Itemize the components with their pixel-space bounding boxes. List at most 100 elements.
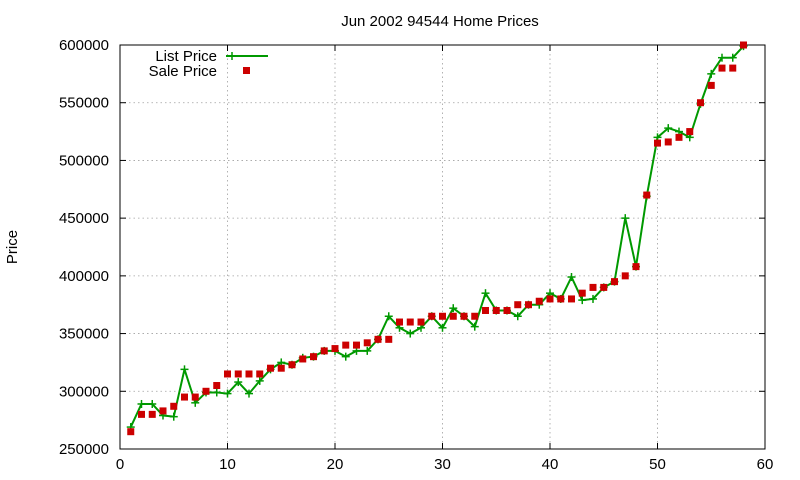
sale-price-point [557, 295, 565, 303]
sale-price-point [299, 355, 307, 363]
list-price-point [223, 389, 232, 398]
list-price-point [438, 323, 447, 332]
sale-price-point [643, 191, 651, 199]
sale-price-point [460, 312, 468, 320]
y-tick-label: 450000 [59, 210, 109, 227]
list-price-point [180, 365, 189, 374]
sale-price-point [675, 133, 683, 141]
sale-price-point [621, 272, 629, 280]
list-price-point [363, 346, 372, 355]
sale-price-point [525, 301, 532, 309]
plot-frame [119, 44, 766, 450]
list-price-point [481, 289, 490, 298]
sale-price-point [740, 41, 747, 49]
sale-price-point [492, 306, 500, 314]
list-price-point [169, 412, 178, 421]
y-axis-label: Price [4, 230, 21, 264]
x-tick-label: 60 [757, 456, 774, 473]
chart-title: Jun 2002 94544 Home Prices [341, 13, 539, 30]
x-tick-label: 50 [649, 456, 666, 473]
x-tick-label: 0 [116, 456, 124, 473]
list-price-point [406, 329, 415, 338]
sale-price-point [363, 339, 371, 347]
x-tick-label: 40 [542, 456, 559, 473]
y-tick-label: 250000 [59, 441, 109, 458]
sale-price-point [213, 382, 221, 390]
sale-price-point [353, 341, 360, 349]
tick-labels: 0 10 20 30 40 50 60 250000 300000 350000 400000 450… [59, 37, 773, 473]
sale-price-point [503, 306, 511, 314]
list-price-point [664, 124, 673, 133]
sale-price-point [417, 318, 425, 326]
x-tick-label: 20 [327, 456, 344, 473]
legend-plus [228, 52, 236, 60]
sale-price-point [686, 128, 694, 136]
legend: List Price Sale Price [149, 48, 268, 80]
series [126, 41, 748, 436]
sale-price-point [234, 370, 242, 378]
sale-price-point [578, 289, 586, 297]
sale-price-point [697, 99, 704, 107]
list-price-point [589, 294, 597, 303]
sale-price-point [428, 312, 436, 320]
legend-label-list-price: List Price [155, 48, 217, 65]
list-price-point [148, 399, 157, 408]
legend-list-price-marker [228, 52, 236, 60]
sale-price-point [707, 81, 715, 89]
sale-price-point [148, 410, 156, 418]
list-price-point [137, 399, 146, 408]
list-price-point [578, 296, 587, 305]
sale-price-point [288, 361, 296, 369]
list-price-point [567, 273, 576, 282]
list-price-point [384, 312, 393, 321]
sale-price-point [245, 370, 253, 378]
sale-price-point [224, 370, 231, 378]
sale-price-point [310, 353, 317, 361]
list-price-point [707, 69, 716, 78]
sale-price-point [632, 263, 640, 271]
list-price-point [245, 389, 253, 398]
sale-price-point [654, 139, 661, 147]
sale-price-point [729, 64, 737, 72]
list-price-point [341, 352, 350, 361]
sale-price-point [589, 283, 597, 291]
list-price-point [718, 53, 726, 62]
sale-price-point [396, 318, 403, 326]
legend-sale-price-marker [243, 67, 250, 74]
sale-price-point [600, 283, 608, 291]
sale-price-point [267, 364, 274, 372]
axes [119, 44, 766, 450]
sale-price-point [385, 335, 393, 343]
sale-price-point [127, 428, 135, 436]
sale-price-point [181, 393, 188, 401]
y-tick-label: 550000 [59, 95, 109, 112]
sale-price-point [256, 370, 264, 378]
list-price-point [728, 53, 737, 62]
list-price-point [234, 378, 243, 387]
sale-price-point [514, 301, 522, 309]
sale-price-point [138, 410, 145, 418]
list-price-line [129, 45, 745, 428]
sale-price-point [406, 318, 414, 326]
sale-price-point [374, 335, 382, 343]
sale-price-point [611, 278, 618, 286]
sale-price-point [331, 345, 339, 353]
legend-label-sale-price: Sale Price [149, 63, 217, 80]
sale-price-point [191, 393, 199, 401]
list-price-point [212, 388, 221, 397]
sale-price-point [342, 341, 350, 349]
sale-price-point [159, 407, 167, 415]
list-price-point [470, 322, 479, 331]
list-price-point [621, 214, 630, 223]
sale-price-point [202, 387, 210, 395]
y-tick-label: 500000 [59, 152, 109, 169]
list-price-point [255, 376, 264, 385]
sale-price-point [320, 347, 328, 355]
y-tick-label: 350000 [59, 326, 109, 343]
sale-price-point [439, 312, 446, 320]
sale-price-point [449, 312, 457, 320]
sale-price-point [471, 312, 479, 320]
y-tick-label: 600000 [59, 37, 109, 54]
list-price-point [449, 304, 458, 313]
